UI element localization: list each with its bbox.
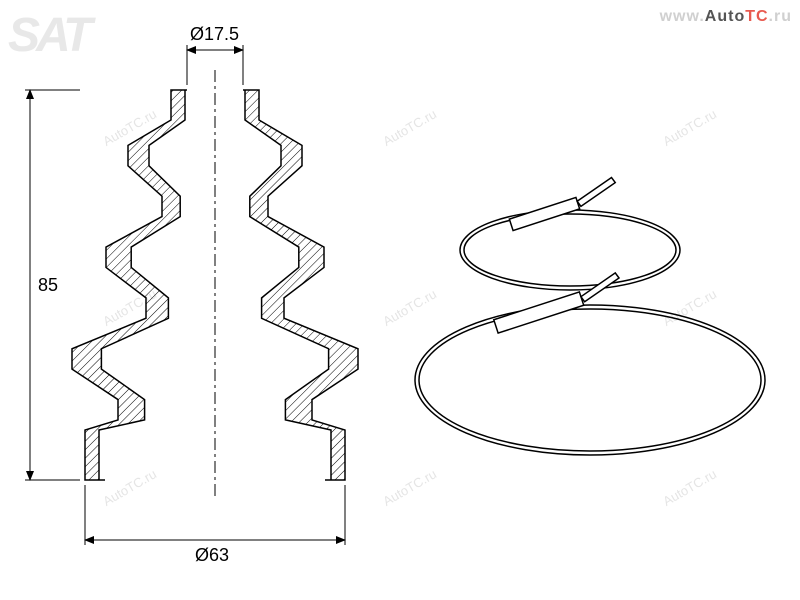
- hose-clamps: [415, 177, 765, 455]
- dim-bottom-label: Ø63: [195, 545, 229, 566]
- dim-height-label: 85: [38, 275, 58, 296]
- dim-top-label: Ø17.5: [190, 24, 239, 45]
- technical-drawing: [0, 0, 800, 600]
